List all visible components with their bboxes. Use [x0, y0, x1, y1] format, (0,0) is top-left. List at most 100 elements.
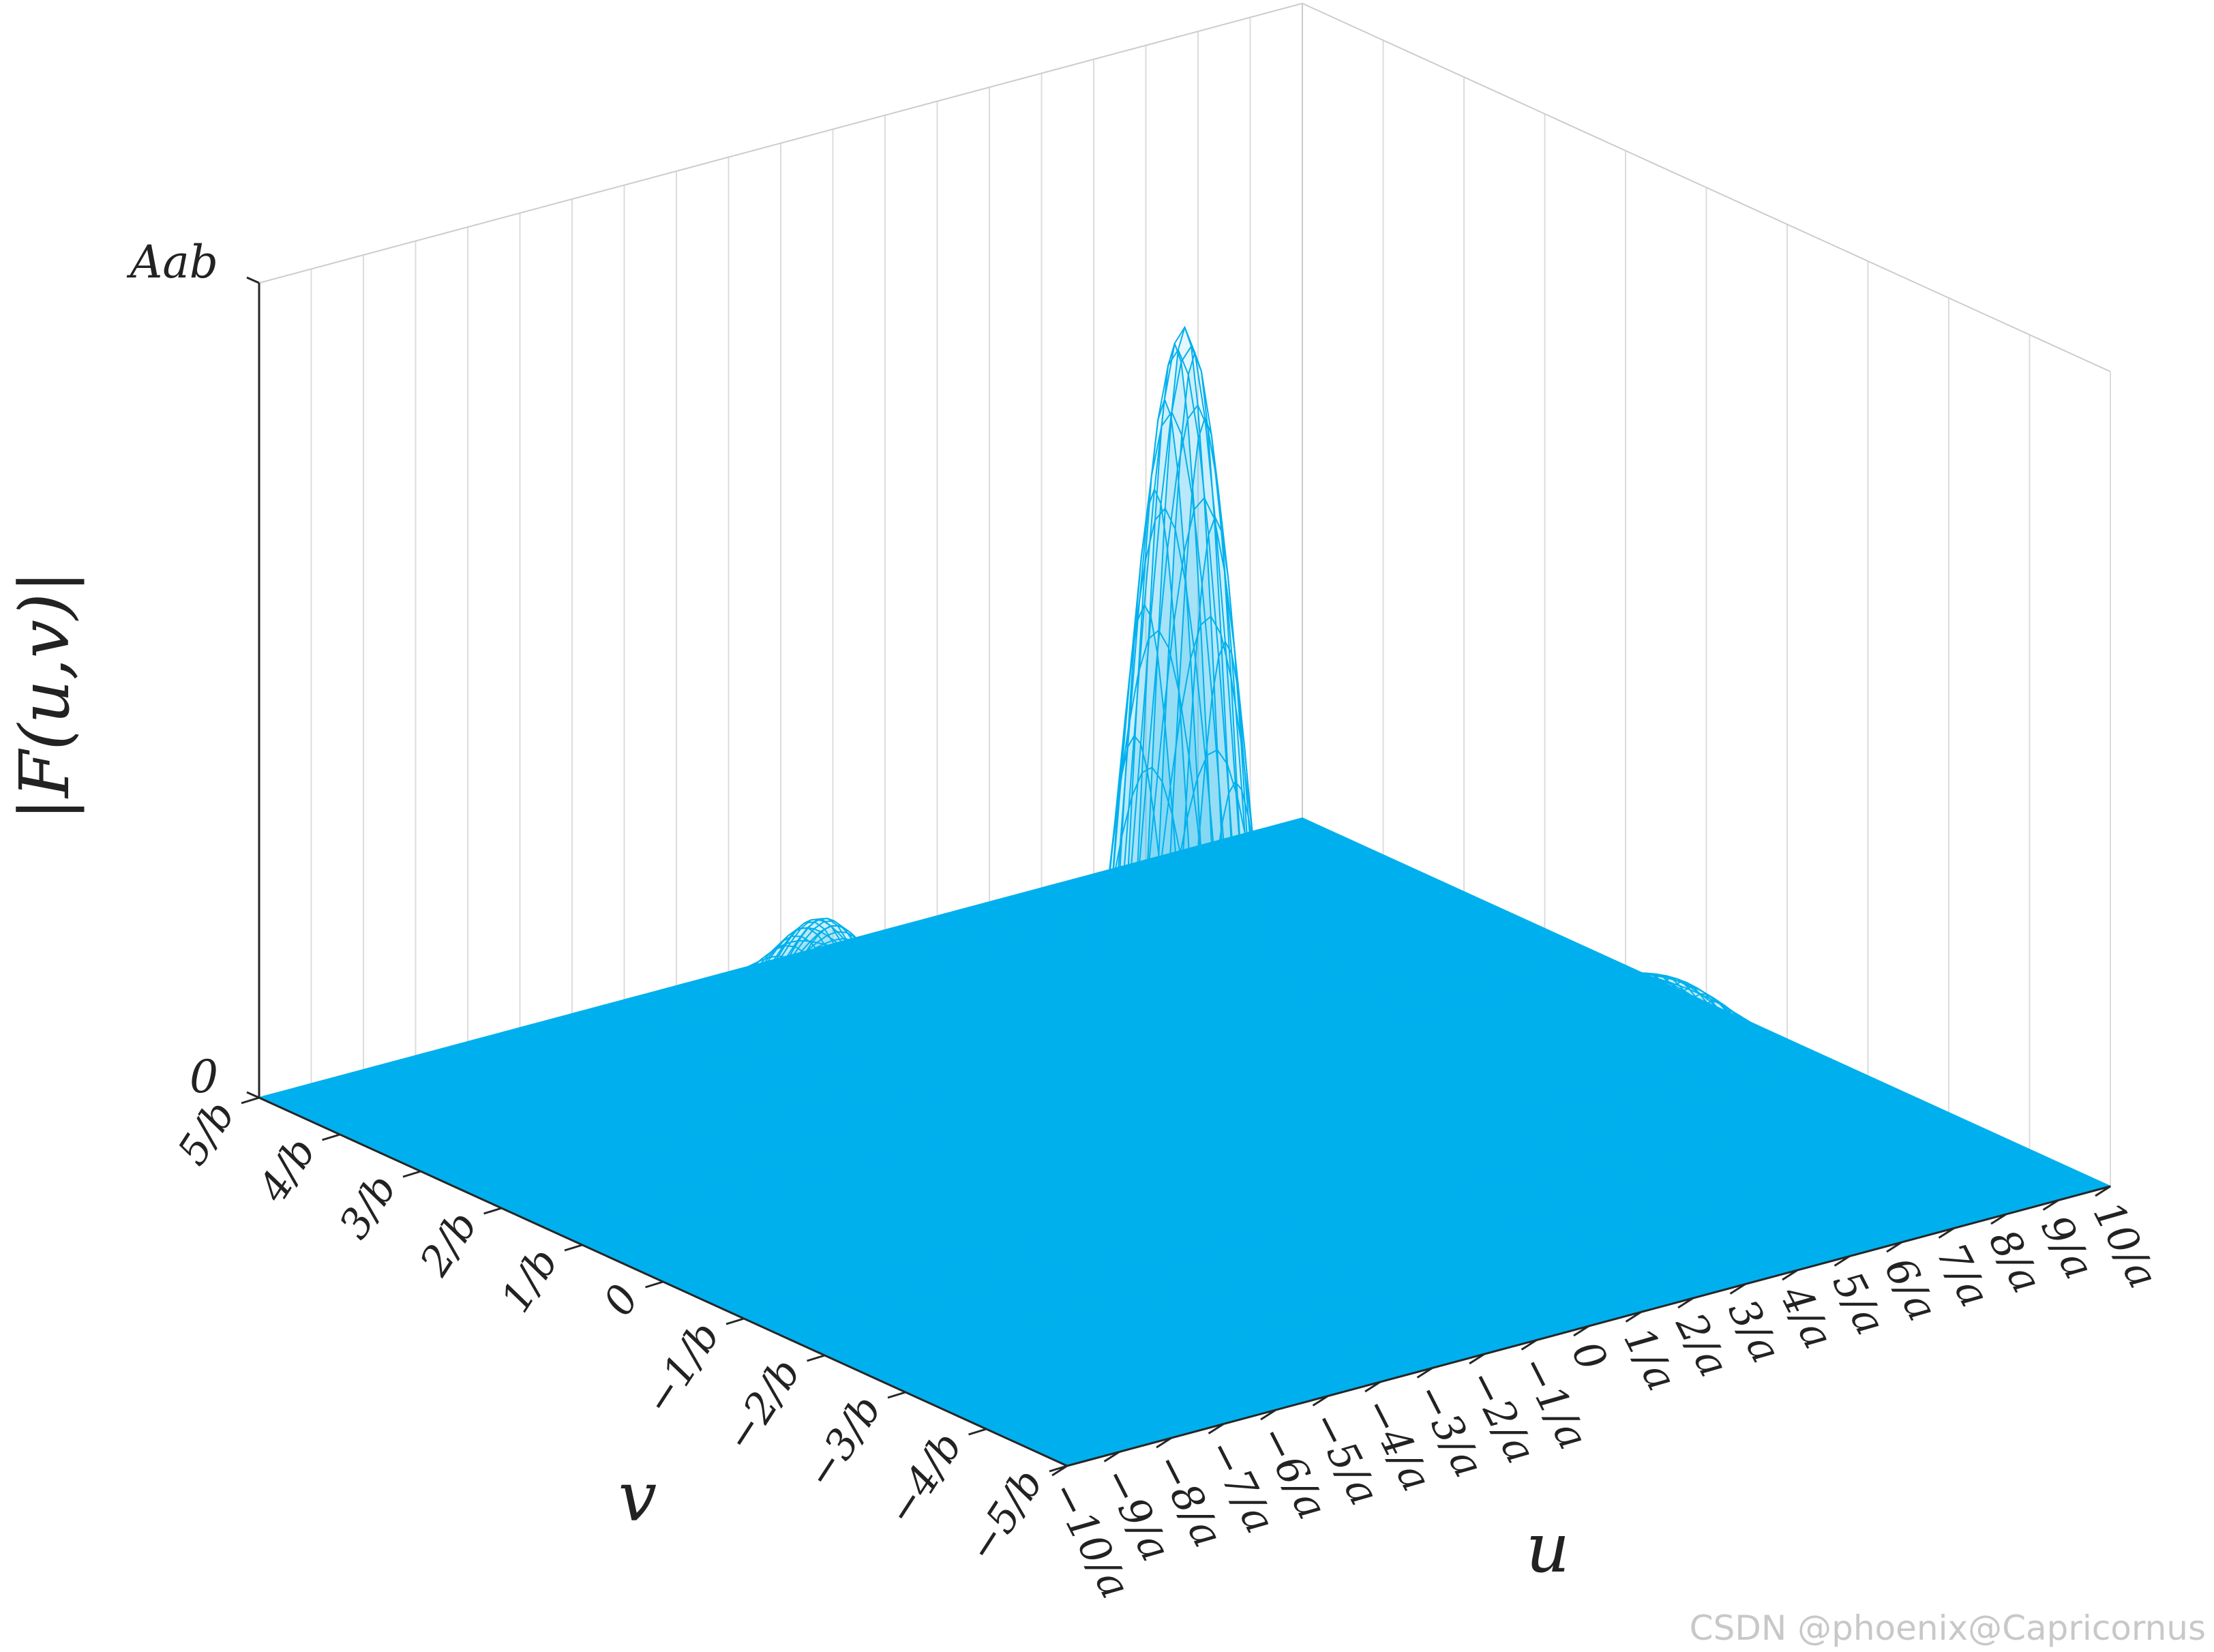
v-tick-label: 4/b: [249, 1129, 325, 1211]
mesh-line-u: [441, 1048, 1251, 1418]
mesh-line-u: [1087, 875, 1896, 1245]
z-axis-ticks: 0 Aab: [126, 236, 260, 1103]
u-tick: [1677, 1297, 1694, 1309]
u-tick: [2042, 1199, 2059, 1211]
mesh-line-u: [1302, 817, 2111, 1187]
mesh-line-u: [1296, 819, 2104, 1189]
mesh-line-u: [591, 1008, 1401, 1378]
mesh-line-u: [578, 1011, 1388, 1381]
mesh-line-u: [1197, 845, 2007, 1215]
u-tick: [1938, 1227, 1955, 1239]
u-tick: [1573, 1325, 1589, 1337]
mesh-line-u: [526, 1025, 1335, 1395]
mesh-line-u: [533, 1023, 1342, 1394]
v-tick-label: 0: [595, 1276, 649, 1324]
mesh-line-u: [1256, 829, 2065, 1199]
mesh-line-u: [513, 1029, 1322, 1398]
u-axis-title: u: [1526, 1508, 1570, 1588]
mesh-line-u: [408, 1057, 1218, 1426]
mesh-line-u: [265, 1095, 1075, 1465]
mesh-line-u: [376, 1065, 1185, 1435]
mesh-line-u: [370, 1067, 1179, 1437]
v-tick-label: 2/b: [410, 1203, 487, 1285]
v-tick-label: 5/b: [168, 1092, 244, 1173]
mesh-line-u: [271, 1093, 1081, 1463]
v-tick: [402, 1170, 421, 1178]
mesh-line-u: [1165, 854, 1974, 1224]
u-tick: [2095, 1185, 2111, 1197]
mesh-line-u: [402, 1058, 1211, 1428]
mesh-line-u: [689, 981, 1498, 1351]
u-tick: [1260, 1409, 1276, 1421]
mesh-line-u: [1008, 896, 1818, 1266]
u-tick: [1416, 1367, 1433, 1379]
mesh-line-u: [343, 1074, 1152, 1444]
mesh-line-u: [1126, 865, 1935, 1235]
z-tick: [246, 1091, 260, 1099]
mesh-line-u: [1289, 821, 2098, 1190]
mesh-line-u: [304, 1085, 1113, 1454]
mesh-line-u: [395, 1060, 1205, 1430]
v-tick: [322, 1133, 340, 1141]
mesh-line-u: [1204, 843, 2014, 1214]
mesh-line-u: [813, 749, 1622, 1318]
mesh-line-u: [317, 1081, 1126, 1451]
v-tick: [241, 1096, 260, 1105]
mesh-line-u: [1237, 835, 2046, 1205]
mesh-line-u: [1047, 885, 1857, 1255]
mesh-line-u: [311, 1083, 1120, 1453]
u-tick: [1312, 1395, 1329, 1407]
mesh-line-u: [434, 1049, 1244, 1420]
mesh-line-u: [956, 910, 1765, 1280]
mesh-line-u: [1210, 841, 2020, 1212]
mesh-line-u: [571, 1013, 1381, 1383]
mesh-line-u: [1034, 889, 1844, 1259]
mesh-line-u: [1054, 884, 1864, 1254]
v-tick: [968, 1428, 987, 1436]
mesh-line-u: [507, 1030, 1315, 1400]
mesh-line-u: [897, 925, 1707, 1295]
mesh-line-u: [1152, 857, 1961, 1227]
mesh-line-u: [467, 1041, 1276, 1411]
u-tick: [1729, 1283, 1746, 1295]
mesh-line-u: [461, 1042, 1270, 1413]
v-tick: [725, 1317, 745, 1325]
v-tick-label: −5/b: [958, 1460, 1053, 1570]
mesh-line-u: [989, 901, 1798, 1271]
v-tick: [1049, 1465, 1068, 1473]
mesh-line-u: [930, 917, 1739, 1287]
mesh-line-u: [1243, 833, 2052, 1203]
mesh-line-u: [611, 1002, 1420, 1372]
u-tick: [1364, 1381, 1381, 1393]
mesh-line-u: [1073, 878, 1883, 1248]
mesh-line-u: [833, 943, 1641, 1313]
mesh-line-u: [291, 1088, 1101, 1458]
mesh-line-u: [721, 973, 1531, 1342]
v-tick-label: 3/b: [330, 1166, 406, 1247]
watermark: CSDN @phoenix@Capricornus: [1690, 1608, 2206, 1648]
v-tick: [887, 1391, 906, 1399]
mesh-line-u: [1269, 826, 2078, 1196]
v-tick-label: −1/b: [635, 1313, 730, 1423]
z-axis-title: |F(u,v)|: [5, 570, 85, 820]
mesh-line-u: [904, 924, 1714, 1294]
mesh-line-u: [480, 1037, 1289, 1407]
mesh-line-u: [1158, 856, 1968, 1226]
u-tick: [1990, 1213, 2007, 1225]
mesh-line-u: [284, 1090, 1094, 1460]
mesh-line-u: [357, 1070, 1165, 1441]
mesh-line-u: [1106, 869, 1915, 1240]
u-tick: [1834, 1255, 1851, 1267]
mesh-line-u: [1139, 861, 1948, 1231]
mesh-line-u: [683, 983, 1492, 1353]
u-tick: [1782, 1269, 1798, 1281]
mesh-line-u: [324, 1079, 1133, 1450]
mesh-line-u: [474, 1039, 1283, 1409]
mesh-line-u: [1041, 887, 1850, 1257]
mesh-line-u: [996, 899, 1805, 1270]
mesh-line-u: [1171, 852, 1981, 1222]
mesh-line-u: [747, 766, 1557, 1336]
u-tick: [1625, 1311, 1642, 1323]
mesh-line-u: [1263, 828, 2072, 1198]
u-tick: [1103, 1451, 1120, 1462]
